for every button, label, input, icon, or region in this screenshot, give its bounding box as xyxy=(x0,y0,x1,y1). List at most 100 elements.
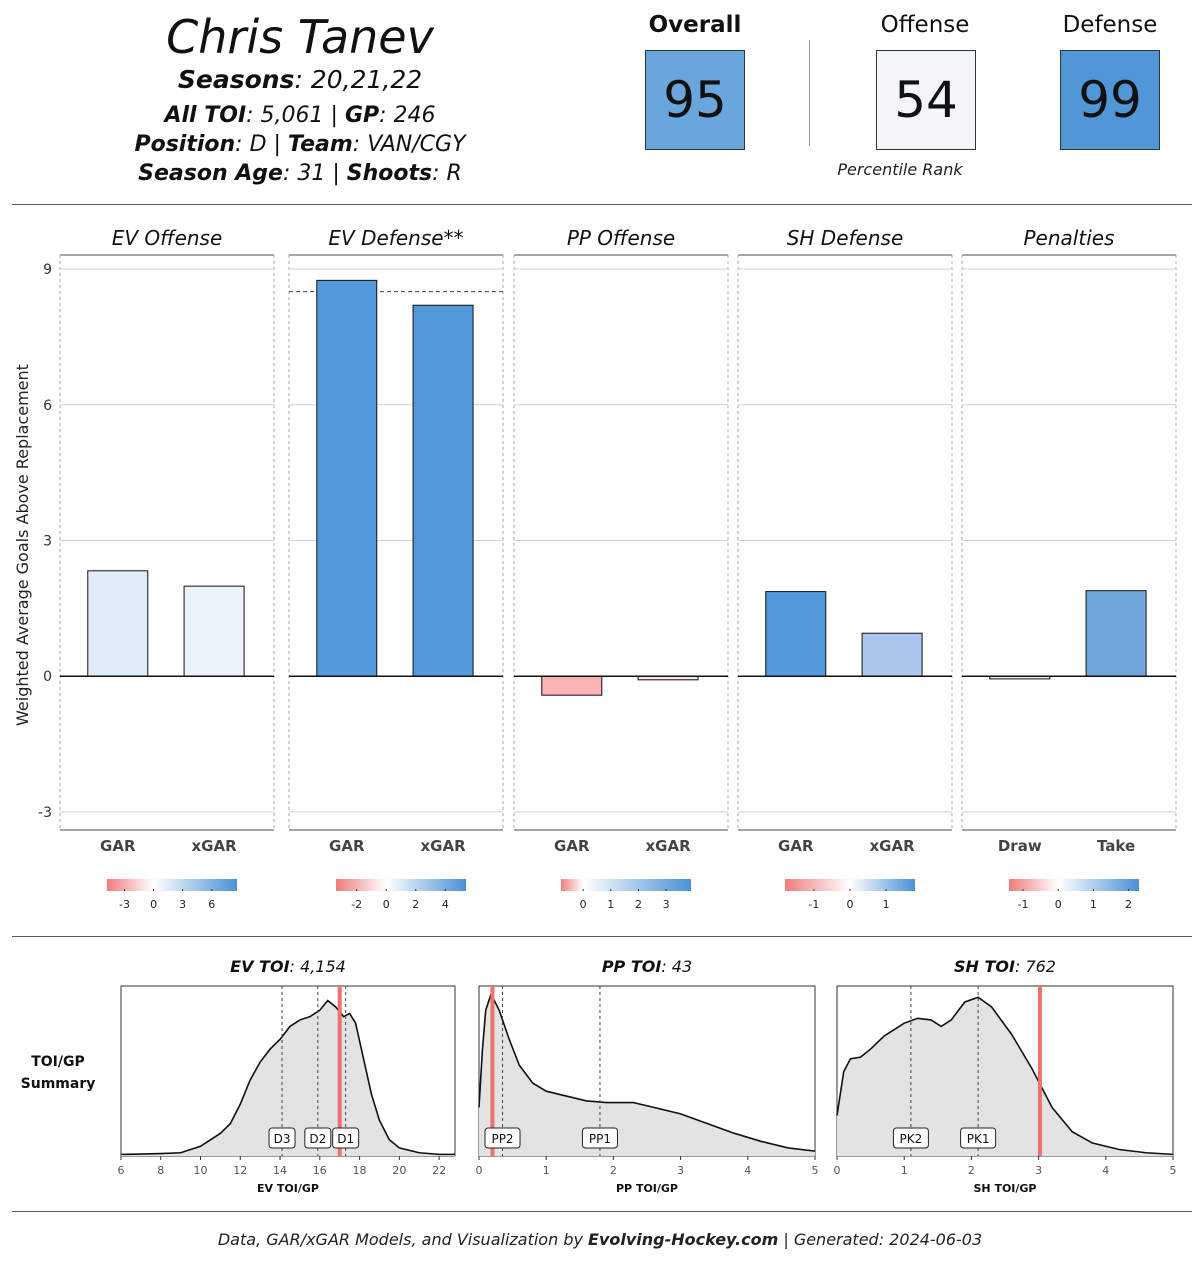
seasons-line: Seasons: 20,21,22 xyxy=(0,65,600,94)
x-tick-label: 20 xyxy=(392,1164,406,1177)
age-value: : 31 | xyxy=(282,161,347,186)
x-tick-label: 0 xyxy=(476,1164,483,1177)
x-tick-label: 2 xyxy=(968,1164,975,1177)
x-tick-label: xGAR xyxy=(421,837,467,855)
footer-suffix: | Generated: 2024-06-03 xyxy=(778,1230,983,1249)
toi-title-value: : 762 xyxy=(1015,957,1056,976)
x-tick-label: 22 xyxy=(432,1164,446,1177)
legend-colorbar xyxy=(107,879,237,891)
toi-panel-ev-toi: EV TOI: 4,154 D3 D2 D1 6 8 10 12 14 16 18 20 22 EV TO… xyxy=(118,957,456,1195)
role-marker-label: D2 xyxy=(309,1132,326,1146)
legend-colorbar xyxy=(1009,879,1139,891)
legend-colorbar xyxy=(785,879,915,891)
role-marker-box xyxy=(304,1127,332,1149)
y-axis-label: Weighted Average Goals Above Replacement xyxy=(13,364,32,726)
footer-brand: Evolving-Hockey.com xyxy=(588,1230,779,1249)
shoots-label: Shoots xyxy=(346,161,433,186)
bar-xgar xyxy=(183,585,245,677)
x-tick-label: 5 xyxy=(812,1164,819,1177)
x-tick-label: 4 xyxy=(744,1164,751,1177)
role-marker-box xyxy=(332,1127,360,1149)
y-tick-label: 6 xyxy=(43,398,52,414)
x-tick-label: 1 xyxy=(901,1164,908,1177)
percentile-rank-caption: Percentile Rank xyxy=(837,160,963,179)
team-value: : VAN/CGY xyxy=(352,132,466,157)
bar-take xyxy=(1085,590,1147,677)
legend-colorbar xyxy=(336,879,466,891)
footer-prefix: Data, GAR/xGAR Models, and Visualization… xyxy=(217,1230,589,1249)
y-tick-label: 9 xyxy=(43,262,52,278)
position-label: Position xyxy=(134,132,236,157)
bar-panel-penalties: Penalties Draw Take -1 0 1 2 xyxy=(961,226,1177,911)
legend-tick-label: -1 xyxy=(808,898,819,911)
x-tick-label: xGAR xyxy=(870,837,916,855)
role-marker-label: D1 xyxy=(337,1132,354,1146)
legend-tick-label: -2 xyxy=(351,898,362,911)
panel-title: Penalties xyxy=(1024,226,1115,250)
toi-panel-sh-toi: SH TOI: 762 PK2 PK1 0 1 2 3 4 5 SH TOI/GP xyxy=(834,957,1177,1195)
x-tick-label: 2 xyxy=(610,1164,617,1177)
legend-tick-label: 1 xyxy=(607,898,614,911)
x-tick-label: 16 xyxy=(313,1164,327,1177)
divider-top xyxy=(12,204,1192,205)
density-area xyxy=(479,994,815,1156)
x-tick-label: 4 xyxy=(1102,1164,1109,1177)
role-marker-box xyxy=(960,1127,997,1149)
gp-value: : 246 xyxy=(379,103,436,128)
shoots-value: : R xyxy=(432,161,462,186)
defense-rank-box: 99 xyxy=(1060,50,1160,150)
bar-panel-sh-defense: SH Defense GAR xGAR -1 0 1 xyxy=(737,226,953,911)
bar-panel-pp-offense: PP Offense GAR xGAR 0 1 2 3 xyxy=(513,226,729,911)
x-tick-label: 3 xyxy=(1035,1164,1042,1177)
age-line: Season Age: 31 | Shoots: R xyxy=(0,161,600,186)
legend-tick-label: 2 xyxy=(1125,898,1132,911)
age-label: Season Age xyxy=(138,161,283,186)
defense-label: Defense xyxy=(1062,12,1158,38)
legend-tick-label: 0 xyxy=(383,898,390,911)
x-tick-label: 5 xyxy=(1170,1164,1177,1177)
team-label: Team xyxy=(287,132,353,157)
toi-panel-pp-toi: PP TOI: 43 PP2 PP1 0 1 2 3 4 5 PP TOI/GP xyxy=(476,957,819,1195)
gar-bar-chart: Weighted Average Goals Above Replacement… xyxy=(13,226,1177,911)
y-tick-label: 3 xyxy=(43,533,52,549)
x-tick-label: GAR xyxy=(329,837,365,855)
y-tick-label: 0 xyxy=(43,669,52,685)
x-tick-label: 0 xyxy=(834,1164,841,1177)
bar-panel-ev-defense-: EV Defense** GAR xGAR -2 0 2 4 xyxy=(288,226,504,911)
legend-tick-label: -3 xyxy=(119,898,130,911)
density-line xyxy=(836,996,1174,1156)
x-tick-label: Draw xyxy=(998,837,1042,855)
panel-title: PP Offense xyxy=(567,226,675,250)
bar-panel-ev-offense: EV Offense GAR xGAR -3 0 3 6 xyxy=(59,226,275,911)
y-tick-label: -3 xyxy=(38,805,52,821)
x-axis-label: PP TOI/GP xyxy=(616,1182,678,1195)
x-tick-label: 6 xyxy=(118,1164,125,1177)
legend-tick-label: 2 xyxy=(412,898,419,911)
x-tick-label: 10 xyxy=(194,1164,208,1177)
legend-tick-label: 3 xyxy=(663,898,670,911)
legend-tick-label: 0 xyxy=(150,898,157,911)
role-marker-label: PP1 xyxy=(589,1132,611,1146)
x-tick-label: 14 xyxy=(273,1164,287,1177)
offense-label: Offense xyxy=(880,12,970,38)
x-tick-label: 8 xyxy=(157,1164,164,1177)
toi-title-bold: PP TOI xyxy=(602,957,662,976)
summary-label: Summary xyxy=(21,1076,96,1092)
position-value: : D | xyxy=(235,132,288,157)
role-marker-box xyxy=(892,1127,929,1149)
toi-value: : 5,061 | xyxy=(246,103,345,128)
legend-tick-label: 4 xyxy=(442,898,449,911)
role-marker-label: PP2 xyxy=(491,1132,513,1146)
toi-line: All TOI: 5,061 | GP: 246 xyxy=(0,103,600,128)
legend-tick-label: 3 xyxy=(179,898,186,911)
legend-tick-label: 6 xyxy=(208,898,215,911)
offense-rank-box: 54 xyxy=(876,50,976,150)
gp-label: GP xyxy=(344,103,380,128)
toi-label: All TOI xyxy=(164,103,247,128)
bar-xgar xyxy=(861,632,923,677)
player-name: Chris Tanev xyxy=(166,10,434,64)
legend-tick-label: 1 xyxy=(883,898,890,911)
x-tick-label: 18 xyxy=(353,1164,367,1177)
x-tick-label: xGAR xyxy=(646,837,692,855)
x-tick-label: GAR xyxy=(778,837,814,855)
